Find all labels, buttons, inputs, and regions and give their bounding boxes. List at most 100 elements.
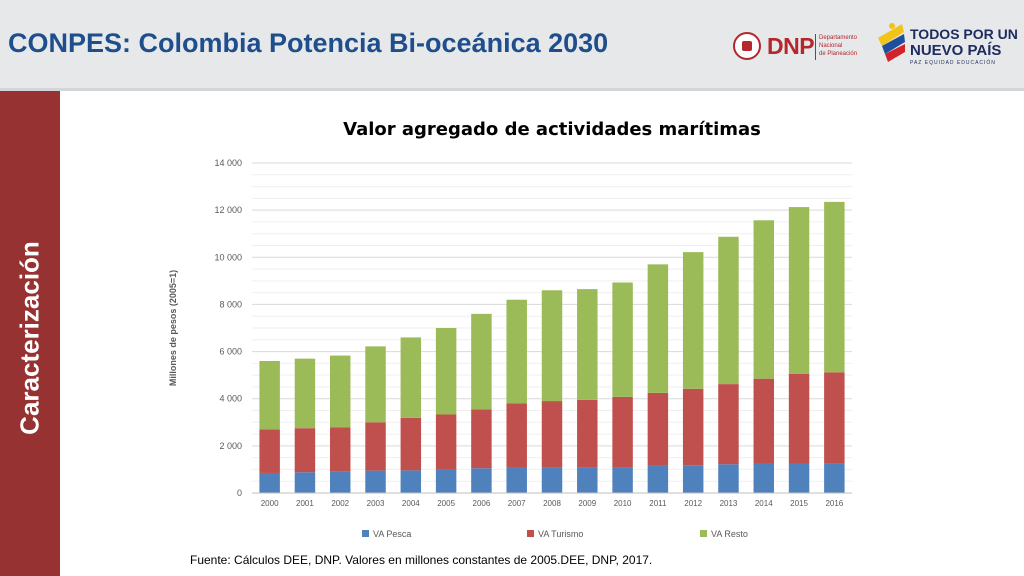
dnp-logo-divider	[815, 34, 816, 60]
bar-va-resto	[647, 264, 669, 393]
x-tick-label: 2000	[261, 499, 279, 508]
bar-va-resto	[682, 252, 704, 389]
bar-va-turismo	[753, 378, 774, 464]
y-tick-label: 4 000	[219, 394, 242, 404]
y-tick-label: 10 000	[214, 252, 242, 262]
bar-va-turismo	[718, 384, 739, 465]
legend-label: VA Pesca	[373, 529, 411, 539]
bar-va-turismo	[294, 428, 316, 473]
dnp-sub-line-3: de Planeación	[819, 51, 858, 57]
bar-va-resto	[506, 299, 527, 404]
legend-swatch	[700, 530, 707, 537]
bar-va-resto	[435, 328, 457, 415]
bar-va-turismo	[788, 373, 810, 464]
x-tick-label: 2016	[825, 499, 843, 508]
bar-va-resto	[471, 313, 492, 410]
bar-va-pesca	[365, 470, 386, 493]
y-tick-label: 0	[237, 488, 242, 498]
bar-va-pesca	[541, 467, 563, 493]
bar-va-resto	[541, 290, 563, 402]
x-tick-label: 2002	[331, 499, 349, 508]
bar-va-turismo	[612, 396, 633, 468]
todos-por-un-nuevo-pais-logo: TODOS POR UN NUEVO PAÍS PAZ EQUIDAD EDUC…	[874, 18, 1019, 72]
page-title: CONPES: Colombia Potencia Bi-oceánica 20…	[8, 28, 609, 58]
x-tick-label: 2010	[614, 499, 632, 508]
bar-va-resto	[788, 207, 810, 374]
legend-swatch	[527, 530, 534, 537]
bar-va-pesca	[471, 468, 492, 493]
x-tick-label: 2006	[473, 499, 491, 508]
tpnp-line-1: TODOS POR UN	[910, 26, 1018, 42]
header-divider	[0, 88, 1024, 91]
bar-va-turismo	[682, 388, 704, 466]
bar-va-turismo	[259, 429, 280, 473]
dnp-sub-line-1: Departamento	[819, 35, 858, 41]
dnp-logo-name: DNP	[767, 33, 815, 59]
bar-va-pesca	[824, 463, 845, 493]
bar-va-turismo	[824, 372, 845, 464]
bar-va-pesca	[330, 471, 351, 493]
bar-va-resto	[400, 337, 422, 418]
x-tick-label: 2012	[684, 499, 702, 508]
bar-va-turismo	[435, 414, 457, 470]
bar-va-pesca	[400, 470, 422, 493]
x-tick-label: 2004	[402, 499, 420, 508]
bar-va-pesca	[612, 467, 633, 493]
x-tick-label: 2007	[508, 499, 526, 508]
bar-va-resto	[294, 358, 316, 429]
x-tick-label: 2009	[578, 499, 596, 508]
bar-va-pesca	[753, 463, 774, 493]
legend-label: VA Resto	[711, 529, 748, 539]
legend-label: VA Turismo	[538, 529, 583, 539]
bar-va-turismo	[365, 422, 386, 471]
colombia-seal-icon	[733, 32, 761, 60]
y-tick-label: 2 000	[219, 441, 242, 451]
tricolor-emblem-icon	[878, 23, 905, 62]
bar-va-resto	[330, 355, 351, 428]
tpnp-line-2: NUEVO PAÍS	[910, 42, 1002, 59]
bar-va-turismo	[330, 427, 351, 472]
bar-va-resto	[718, 236, 739, 385]
x-tick-label: 2011	[649, 499, 667, 508]
bar-va-pesca	[506, 467, 527, 493]
dnp-sub-line-2: Nacional	[819, 43, 843, 49]
bar-va-pesca	[788, 463, 810, 493]
bar-va-pesca	[647, 465, 669, 493]
bar-va-resto	[753, 220, 774, 379]
section-sidebar	[0, 91, 60, 576]
bar-va-turismo	[541, 401, 563, 468]
source-note: Fuente: Cálculos DEE, DNP. Valores en mi…	[190, 553, 653, 567]
bar-va-pesca	[718, 464, 739, 493]
y-tick-label: 12 000	[214, 205, 242, 215]
x-tick-label: 2005	[437, 499, 455, 508]
y-axis-label: Millones de pesos (2005=1)	[168, 270, 178, 386]
section-label: Caracterización	[14, 241, 45, 435]
dnp-logo: DNP Departamento Nacional de Planeación	[733, 30, 857, 66]
y-tick-label: 6 000	[219, 347, 242, 357]
x-tick-label: 2001	[296, 499, 314, 508]
bar-va-turismo	[647, 392, 669, 466]
bar-va-resto	[612, 282, 633, 397]
y-tick-label: 14 000	[214, 158, 242, 168]
x-tick-label: 2014	[755, 499, 773, 508]
legend-swatch	[362, 530, 369, 537]
bar-va-pesca	[577, 467, 598, 493]
x-tick-label: 2013	[720, 499, 738, 508]
x-tick-label: 2003	[367, 499, 385, 508]
tpnp-line-3: PAZ EQUIDAD EDUCACIÓN	[910, 60, 996, 66]
bar-va-turismo	[471, 409, 492, 469]
bar-va-pesca	[259, 472, 280, 493]
dnp-logo-subtitle: Departamento Nacional de Planeación	[819, 34, 857, 58]
x-tick-label: 2008	[543, 499, 561, 508]
bar-va-resto	[577, 289, 598, 400]
bar-va-turismo	[577, 399, 598, 468]
stacked-bar-chart: Valor agregado de actividades marítimas 0…	[168, 119, 852, 539]
bar-va-pesca	[435, 469, 457, 493]
chart-title: Valor agregado de actividades marítimas	[343, 119, 761, 140]
bar-va-resto	[824, 201, 845, 373]
y-tick-label: 8 000	[219, 299, 242, 309]
x-tick-label: 2015	[790, 499, 808, 508]
bar-va-pesca	[682, 465, 704, 493]
header-bar: CONPES: Colombia Potencia Bi-oceánica 20…	[0, 0, 1024, 88]
bar-va-resto	[365, 346, 386, 423]
